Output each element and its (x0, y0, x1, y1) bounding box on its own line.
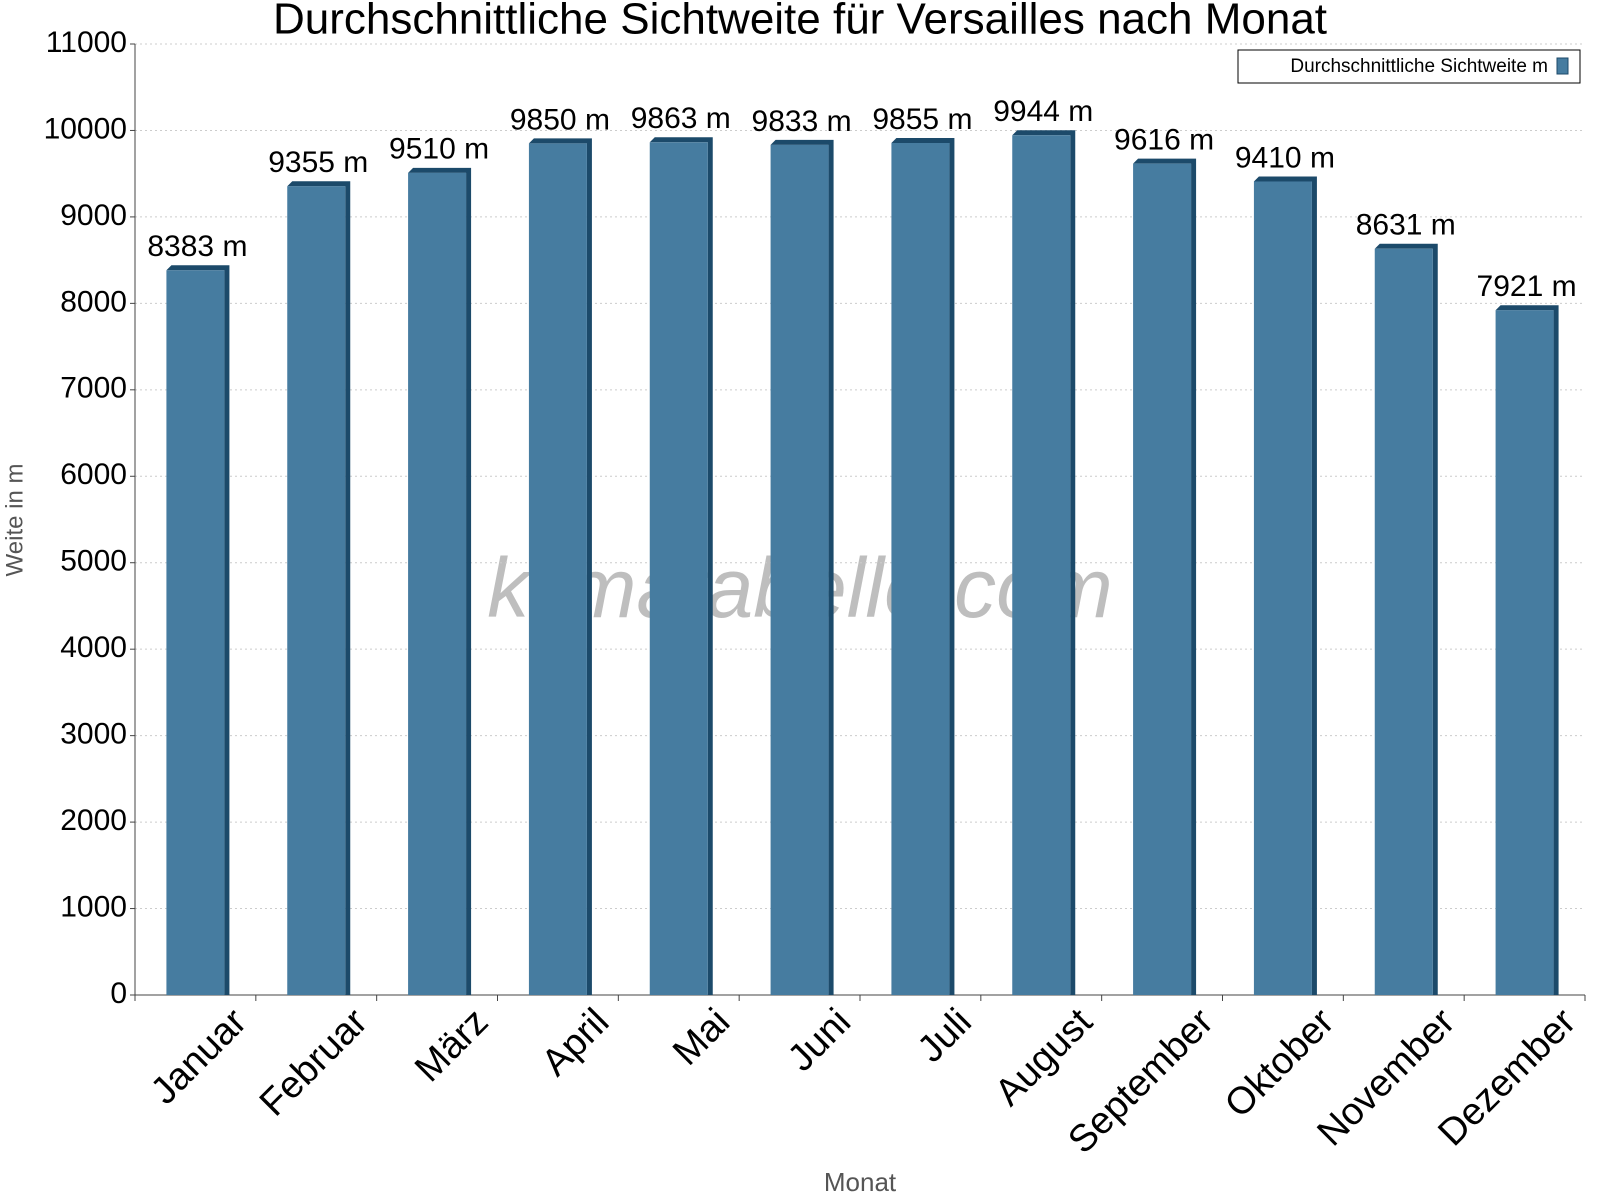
value-label: 8631 m (1356, 209, 1456, 242)
bar (649, 142, 708, 995)
y-tick-label: 8000 (60, 285, 127, 318)
bar (528, 143, 587, 995)
value-label: 9833 m (752, 105, 852, 138)
x-tick-label: Mai (665, 1001, 738, 1074)
bar (1495, 310, 1554, 995)
x-tick-label: Oktober (1217, 1001, 1343, 1127)
bar (166, 270, 225, 995)
value-label: 9355 m (268, 146, 368, 179)
value-label: 9863 m (631, 102, 731, 135)
y-tick-label: 11000 (46, 26, 127, 59)
value-label: 9410 m (1235, 141, 1335, 174)
x-tick-label: Juni (780, 1001, 859, 1080)
value-label: 9944 m (993, 95, 1093, 128)
y-tick-label: 5000 (60, 545, 127, 578)
value-label: 9855 m (872, 103, 972, 136)
y-tick-label: 10000 (44, 112, 127, 145)
y-tick-label: 2000 (60, 804, 127, 837)
bar (770, 144, 829, 995)
x-tick-label: Februar (252, 1001, 376, 1125)
value-label: 8383 m (147, 230, 247, 263)
legend-swatch (1556, 57, 1569, 75)
x-tick-label: August (987, 1000, 1101, 1114)
x-tick-label: April (534, 1001, 617, 1084)
x-tick-label: Januar (143, 1001, 255, 1113)
x-tick-label: Juli (910, 1001, 980, 1071)
value-label: 7921 m (1477, 270, 1577, 303)
y-tick-label: 1000 (60, 890, 127, 923)
y-tick-label: 4000 (60, 631, 127, 664)
y-axis-label: Weite in m (1, 464, 28, 577)
x-tick-label: März (407, 1001, 496, 1090)
legend-label: Durchschnittliche Sichtweite m (1290, 56, 1548, 77)
bar (1012, 135, 1071, 995)
y-tick-label: 6000 (60, 458, 127, 491)
y-tick-label: 0 (110, 977, 127, 1010)
bar (287, 186, 346, 996)
bar (891, 142, 950, 995)
value-label: 9850 m (510, 103, 610, 136)
bar (1374, 248, 1433, 996)
legend: Durchschnittliche Sichtweite m (1237, 49, 1581, 84)
x-axis-label: Monat (824, 1167, 897, 1197)
y-tick-label: 7000 (60, 372, 127, 405)
legend-box (1237, 49, 1581, 84)
value-label: 9510 m (389, 133, 489, 166)
bar (1133, 163, 1192, 996)
y-tick-label: 9000 (60, 199, 127, 232)
bar (408, 172, 467, 996)
chart-title: Durchschnittliche Sichtweite für Versail… (273, 0, 1327, 44)
bar (1253, 181, 1312, 996)
value-label: 9616 m (1114, 124, 1214, 157)
y-tick-label: 3000 (60, 718, 127, 751)
